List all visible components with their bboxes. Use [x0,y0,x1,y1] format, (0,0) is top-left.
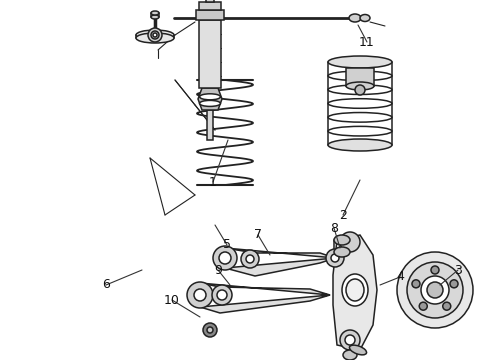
Polygon shape [200,283,330,313]
Ellipse shape [148,28,162,42]
Circle shape [421,276,449,304]
Bar [206,0,214,2]
Ellipse shape [136,30,174,40]
Circle shape [427,282,443,298]
Ellipse shape [346,82,374,90]
Text: 9: 9 [214,264,222,276]
Ellipse shape [136,33,174,43]
Text: 5: 5 [223,239,231,252]
Ellipse shape [328,99,392,108]
Circle shape [246,255,254,263]
Circle shape [397,252,473,328]
Ellipse shape [151,15,159,19]
Circle shape [241,250,259,268]
Ellipse shape [360,14,370,22]
Circle shape [212,285,232,305]
Circle shape [203,323,217,337]
Polygon shape [333,235,377,350]
Circle shape [443,302,451,310]
Circle shape [407,262,463,318]
Circle shape [340,330,360,350]
Ellipse shape [328,126,392,136]
Ellipse shape [199,100,220,107]
Ellipse shape [328,56,392,68]
Bar [196,10,224,20]
Circle shape [187,282,213,308]
Circle shape [326,249,344,267]
Text: 4: 4 [396,270,404,284]
Circle shape [213,246,237,270]
Ellipse shape [342,274,368,306]
Ellipse shape [346,279,364,301]
Circle shape [431,266,439,274]
Bar [207,110,213,140]
Circle shape [340,232,360,252]
Text: 11: 11 [359,36,375,49]
Ellipse shape [328,85,392,94]
Text: 6: 6 [102,279,110,292]
Circle shape [331,254,339,262]
Bar [346,68,374,86]
Circle shape [412,280,420,288]
Circle shape [194,289,206,301]
Ellipse shape [343,350,357,360]
Text: 8: 8 [330,221,338,234]
Text: 2: 2 [339,208,347,221]
Text: 7: 7 [254,229,262,242]
Text: 3: 3 [454,264,462,276]
Ellipse shape [349,14,361,22]
Bar [199,2,221,10]
Circle shape [345,335,355,345]
Circle shape [419,302,427,310]
Circle shape [355,85,365,95]
Circle shape [219,252,231,264]
Text: 10: 10 [164,293,180,306]
Ellipse shape [328,139,392,151]
Bar [199,20,221,88]
Ellipse shape [328,71,392,81]
Circle shape [217,290,227,300]
Ellipse shape [328,113,392,122]
Circle shape [207,327,213,333]
Circle shape [450,280,458,288]
Ellipse shape [334,247,350,257]
Ellipse shape [349,345,367,355]
Polygon shape [198,88,222,110]
Ellipse shape [151,11,159,15]
Ellipse shape [334,235,350,245]
Text: 1: 1 [209,176,217,189]
Polygon shape [225,248,335,276]
Ellipse shape [153,33,157,37]
Ellipse shape [199,94,220,100]
Ellipse shape [151,31,159,39]
